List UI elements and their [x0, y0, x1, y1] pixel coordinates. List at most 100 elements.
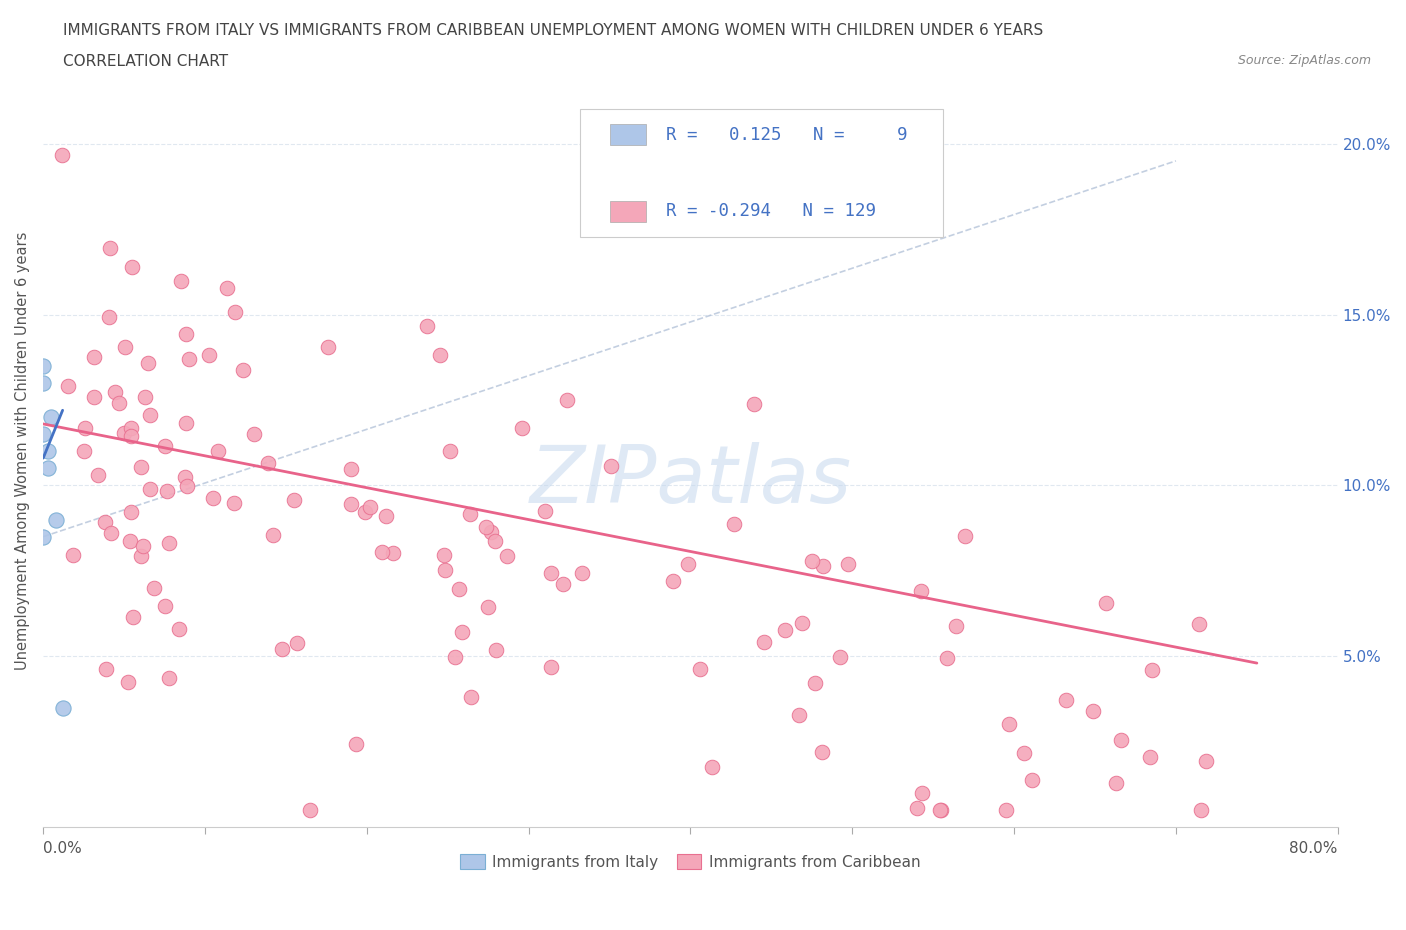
Point: [198, 348, 221, 363]
Point: [510, 420, 533, 435]
Point: [1021, 772, 1043, 787]
Point: [114, 339, 136, 354]
Point: [339, 497, 361, 512]
Point: [540, 659, 562, 674]
Point: [132, 538, 155, 553]
Text: CORRELATION CHART: CORRELATION CHART: [63, 54, 228, 69]
Point: [416, 318, 439, 333]
Point: [534, 504, 557, 519]
FancyBboxPatch shape: [581, 109, 943, 237]
Point: [129, 459, 152, 474]
FancyBboxPatch shape: [610, 125, 647, 145]
Point: [553, 577, 575, 591]
Point: [1187, 617, 1209, 631]
Point: [39, 409, 62, 424]
Text: R = -0.294   N = 129: R = -0.294 N = 129: [666, 203, 876, 220]
Point: [801, 553, 824, 568]
Point: [51, 147, 73, 162]
Point: [540, 565, 562, 580]
Point: [994, 803, 1017, 817]
Point: [700, 760, 723, 775]
Point: [945, 618, 967, 633]
Point: [120, 429, 142, 444]
Text: IMMIGRANTS FROM ITALY VS IMMIGRANTS FROM CARIBBEAN UNEMPLOYMENT AMONG WOMEN WITH: IMMIGRANTS FROM ITALY VS IMMIGRANTS FROM…: [63, 23, 1043, 38]
Point: [112, 426, 135, 441]
Point: [723, 516, 745, 531]
Point: [201, 490, 224, 505]
Point: [174, 416, 197, 431]
Point: [662, 574, 685, 589]
Point: [32, 376, 55, 391]
Point: [811, 558, 834, 573]
Point: [134, 389, 156, 404]
Point: [121, 259, 143, 274]
Point: [87, 468, 110, 483]
Point: [484, 533, 506, 548]
Point: [174, 470, 197, 485]
Point: [139, 482, 162, 497]
Point: [153, 598, 176, 613]
Point: [1140, 663, 1163, 678]
Point: [359, 499, 381, 514]
Point: [157, 536, 180, 551]
Point: [929, 803, 952, 817]
Point: [100, 525, 122, 540]
Point: [837, 557, 859, 572]
Point: [117, 675, 139, 690]
Point: [447, 581, 470, 596]
Point: [828, 650, 851, 665]
Point: [118, 533, 141, 548]
Point: [58, 379, 80, 393]
Point: [810, 744, 832, 759]
Point: [32, 529, 55, 544]
Point: [37, 444, 59, 458]
Point: [136, 355, 159, 370]
Point: [439, 444, 461, 458]
Point: [458, 506, 481, 521]
Point: [83, 350, 105, 365]
Point: [32, 358, 55, 373]
Point: [374, 508, 396, 523]
Point: [1095, 595, 1118, 610]
Point: [477, 600, 499, 615]
Text: Source: ZipAtlas.com: Source: ZipAtlas.com: [1237, 54, 1371, 67]
Text: 0.0%: 0.0%: [44, 841, 82, 856]
Point: [450, 624, 472, 639]
Point: [752, 635, 775, 650]
Text: ZIPatlas: ZIPatlas: [530, 443, 852, 520]
Point: [1081, 703, 1104, 718]
Point: [142, 580, 165, 595]
Point: [571, 565, 593, 580]
Y-axis label: Unemployment Among Women with Children Under 6 years: Unemployment Among Women with Children U…: [15, 232, 30, 671]
Point: [174, 326, 197, 341]
Point: [460, 690, 482, 705]
Point: [354, 505, 377, 520]
FancyBboxPatch shape: [610, 201, 647, 222]
Point: [215, 281, 238, 296]
Point: [911, 785, 934, 800]
Point: [792, 616, 814, 631]
Point: [1054, 693, 1077, 708]
Point: [177, 352, 200, 366]
Point: [340, 461, 363, 476]
Point: [1012, 746, 1035, 761]
Point: [433, 563, 456, 578]
Point: [32, 427, 55, 442]
Point: [555, 392, 578, 407]
Point: [371, 545, 394, 560]
Point: [929, 803, 952, 817]
Point: [433, 548, 456, 563]
Point: [73, 444, 96, 458]
Point: [283, 492, 305, 507]
Legend: Immigrants from Italy, Immigrants from Caribbean: Immigrants from Italy, Immigrants from C…: [454, 848, 927, 876]
Point: [139, 407, 162, 422]
Point: [242, 427, 264, 442]
Point: [107, 396, 129, 411]
Point: [222, 495, 245, 510]
Text: R =   0.125   N =     9: R = 0.125 N = 9: [666, 126, 907, 144]
Point: [936, 650, 959, 665]
Point: [298, 803, 321, 817]
Point: [429, 347, 451, 362]
Point: [129, 549, 152, 564]
Point: [170, 274, 193, 289]
